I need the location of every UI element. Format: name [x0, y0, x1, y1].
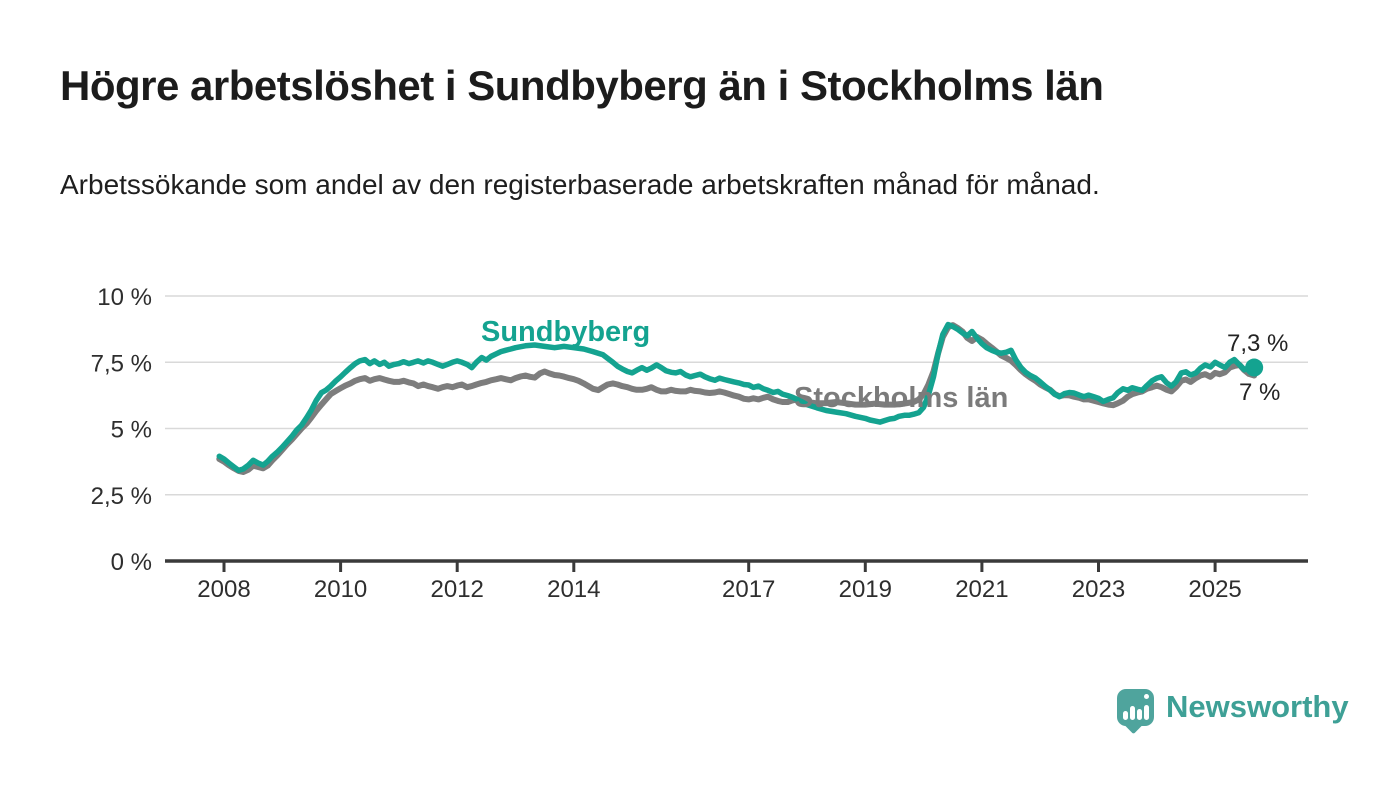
x-tick-label: 2012 [431, 576, 484, 603]
end-value-label-sundbyberg: 7,3 % [1227, 330, 1289, 357]
series-label-sundbyberg: Sundbyberg [481, 316, 651, 348]
y-tick-label: 10 % [97, 284, 152, 311]
logo-bar-short [1137, 709, 1142, 720]
chart-subtitle: Arbetssökande som andel av den registerb… [60, 169, 1100, 200]
series-end-dot-sundbyberg [1245, 358, 1264, 377]
x-tick-label: 2014 [547, 576, 600, 603]
y-tick-label: 0 % [111, 549, 152, 576]
x-tick-label: 2023 [1072, 576, 1125, 603]
logo-bar-small [1123, 711, 1128, 720]
end-value-label-stockholms-lan: 7 % [1239, 379, 1281, 406]
x-tick-label: 2021 [955, 576, 1008, 603]
x-tick-label: 2017 [722, 576, 775, 603]
y-tick-label: 5 % [111, 417, 152, 444]
x-tick-label: 2008 [197, 576, 250, 603]
newsworthy-logo-icon [1117, 689, 1154, 735]
series-label-stockholms-lan: Stockholms län [794, 382, 1009, 414]
series-line-stockholms-lan [216, 322, 1258, 475]
series-line-sundbyberg [216, 321, 1257, 474]
y-tick-label: 2,5 % [91, 483, 152, 510]
logo-exclamation-dot [1144, 694, 1149, 699]
x-tick-label: 2025 [1188, 576, 1241, 603]
x-tick-label: 2019 [839, 576, 892, 603]
x-tick-label: 2010 [314, 576, 367, 603]
y-tick-label: 7,5 % [91, 350, 152, 377]
logo-exclamation-bar [1144, 705, 1149, 720]
logo-bar-medium [1130, 706, 1135, 720]
page-title: Högre arbetslöshet i Sundbyberg än i Sto… [60, 62, 1104, 109]
newsworthy-brand-name: Newsworthy [1166, 689, 1349, 724]
